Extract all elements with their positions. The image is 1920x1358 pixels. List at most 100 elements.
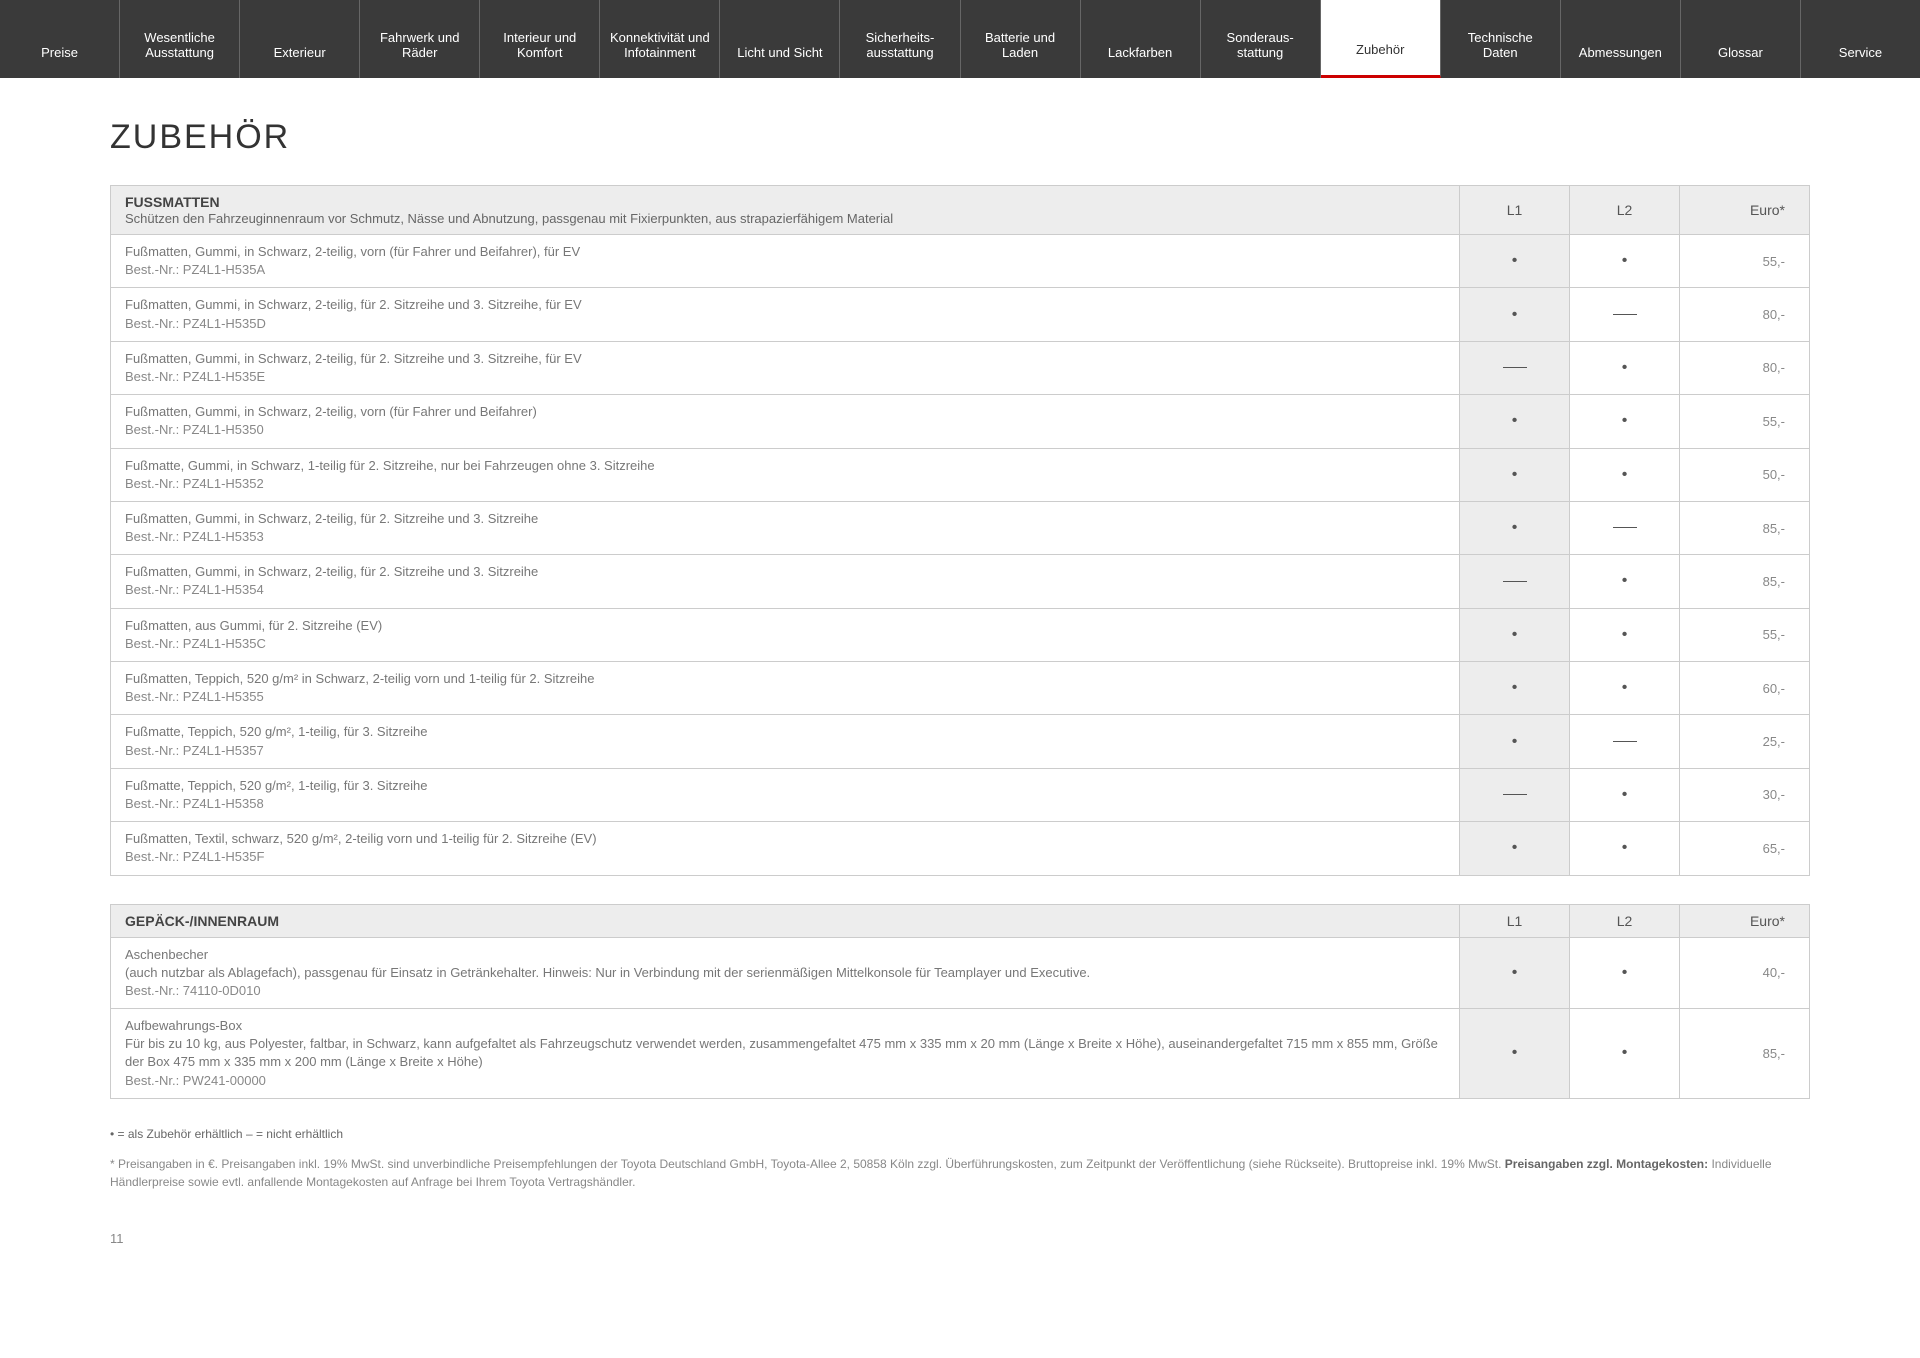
mark-cell bbox=[1570, 501, 1680, 554]
mark-cell bbox=[1570, 937, 1680, 1009]
table1-header-sub: Schützen den Fahrzeuginnenraum vor Schmu… bbox=[125, 211, 893, 226]
footnote-bold: Preisangaben zzgl. Montagekosten: bbox=[1505, 1157, 1708, 1171]
table-row: Fußmatten, Gummi, in Schwarz, 2-teilig, … bbox=[111, 288, 1810, 341]
mark-cell bbox=[1460, 715, 1570, 768]
table-row: Aufbewahrungs-BoxFür bis zu 10 kg, aus P… bbox=[111, 1009, 1810, 1099]
mark-cell bbox=[1570, 341, 1680, 394]
mark-cell bbox=[1460, 608, 1570, 661]
page-number: 11 bbox=[110, 1231, 1810, 1246]
mark-cell bbox=[1570, 822, 1680, 875]
desc-cell: Fußmatte, Gummi, in Schwarz, 1-teilig fü… bbox=[111, 448, 1460, 501]
mark-cell bbox=[1460, 768, 1570, 821]
table-row: Fußmatten, Gummi, in Schwarz, 2-teilig, … bbox=[111, 555, 1810, 608]
price-cell: 55,- bbox=[1680, 608, 1810, 661]
price-cell: 80,- bbox=[1680, 288, 1810, 341]
table-row: Fußmatte, Teppich, 520 g/m², 1-teilig, f… bbox=[111, 715, 1810, 768]
mark-cell bbox=[1460, 501, 1570, 554]
nav-item-11[interactable]: Zubehör bbox=[1321, 0, 1441, 78]
desc-cell: Fußmatten, Teppich, 520 g/m² in Schwarz,… bbox=[111, 662, 1460, 715]
mark-cell bbox=[1570, 662, 1680, 715]
table2-header-title: GEPÄCK-/INNENRAUM bbox=[125, 913, 1445, 929]
table-row: Fußmatten, Gummi, in Schwarz, 2-teilig, … bbox=[111, 395, 1810, 448]
table-row: Fußmatten, aus Gummi, für 2. Sitzreihe (… bbox=[111, 608, 1810, 661]
desc-cell: Fußmatten, Gummi, in Schwarz, 2-teilig, … bbox=[111, 501, 1460, 554]
page-title: ZUBEHÖR bbox=[110, 118, 1810, 157]
nav-item-12[interactable]: Technische Daten bbox=[1441, 0, 1561, 78]
table-row: Aschenbecher(auch nutzbar als Ablagefach… bbox=[111, 937, 1810, 1009]
col-l2: L2 bbox=[1570, 186, 1680, 235]
nav-item-0[interactable]: Preise bbox=[0, 0, 120, 78]
desc-cell: Fußmatten, Gummi, in Schwarz, 2-teilig, … bbox=[111, 395, 1460, 448]
mark-cell bbox=[1460, 395, 1570, 448]
desc-cell: Fußmatten, aus Gummi, für 2. Sitzreihe (… bbox=[111, 608, 1460, 661]
mark-cell bbox=[1460, 1009, 1570, 1099]
nav-item-9[interactable]: Lackfarben bbox=[1081, 0, 1201, 78]
price-cell: 40,- bbox=[1680, 937, 1810, 1009]
content: ZUBEHÖR FUSSMATTEN Schützen den Fahrzeug… bbox=[0, 78, 1920, 1276]
nav-item-13[interactable]: Abmessungen bbox=[1561, 0, 1681, 78]
nav-item-3[interactable]: Fahrwerk und Räder bbox=[360, 0, 480, 78]
table-row: Fußmatten, Textil, schwarz, 520 g/m², 2-… bbox=[111, 822, 1810, 875]
mark-cell bbox=[1570, 768, 1680, 821]
price-cell: 50,- bbox=[1680, 448, 1810, 501]
table-fussmatten: FUSSMATTEN Schützen den Fahrzeuginnenrau… bbox=[110, 185, 1810, 876]
nav-item-4[interactable]: Interieur und Komfort bbox=[480, 0, 600, 78]
desc-cell: Aschenbecher(auch nutzbar als Ablagefach… bbox=[111, 937, 1460, 1009]
mark-cell bbox=[1460, 288, 1570, 341]
mark-cell bbox=[1460, 662, 1570, 715]
table-row: Fußmatten, Teppich, 520 g/m² in Schwarz,… bbox=[111, 662, 1810, 715]
mark-cell bbox=[1570, 448, 1680, 501]
price-cell: 25,- bbox=[1680, 715, 1810, 768]
desc-cell: Fußmatte, Teppich, 520 g/m², 1-teilig, f… bbox=[111, 715, 1460, 768]
desc-cell: Aufbewahrungs-BoxFür bis zu 10 kg, aus P… bbox=[111, 1009, 1460, 1099]
desc-cell: Fußmatten, Gummi, in Schwarz, 2-teilig, … bbox=[111, 288, 1460, 341]
price-cell: 85,- bbox=[1680, 555, 1810, 608]
mark-cell bbox=[1460, 341, 1570, 394]
price-cell: 80,- bbox=[1680, 341, 1810, 394]
nav-item-7[interactable]: Sicherheits-ausstattung bbox=[840, 0, 960, 78]
nav-item-8[interactable]: Batterie und Laden bbox=[961, 0, 1081, 78]
table-row: Fußmatten, Gummi, in Schwarz, 2-teilig, … bbox=[111, 501, 1810, 554]
nav-item-6[interactable]: Licht und Sicht bbox=[720, 0, 840, 78]
col-l1: L1 bbox=[1460, 186, 1570, 235]
col-l1: L1 bbox=[1460, 904, 1570, 937]
table1-header-title: FUSSMATTEN bbox=[125, 194, 1445, 210]
mark-cell bbox=[1570, 715, 1680, 768]
mark-cell bbox=[1460, 555, 1570, 608]
price-cell: 85,- bbox=[1680, 501, 1810, 554]
nav-item-10[interactable]: Sonderaus-stattung bbox=[1201, 0, 1321, 78]
desc-cell: Fußmatten, Gummi, in Schwarz, 2-teilig, … bbox=[111, 341, 1460, 394]
price-cell: 60,- bbox=[1680, 662, 1810, 715]
nav-item-1[interactable]: Wesentliche Ausstattung bbox=[120, 0, 240, 78]
price-cell: 55,- bbox=[1680, 235, 1810, 288]
nav-item-14[interactable]: Glossar bbox=[1681, 0, 1801, 78]
desc-cell: Fußmatte, Teppich, 520 g/m², 1-teilig, f… bbox=[111, 768, 1460, 821]
nav-item-2[interactable]: Exterieur bbox=[240, 0, 360, 78]
col-l2: L2 bbox=[1570, 904, 1680, 937]
mark-cell bbox=[1460, 822, 1570, 875]
table-row: Fußmatten, Gummi, in Schwarz, 2-teilig, … bbox=[111, 341, 1810, 394]
price-cell: 55,- bbox=[1680, 395, 1810, 448]
nav-item-15[interactable]: Service bbox=[1801, 0, 1920, 78]
mark-cell bbox=[1570, 288, 1680, 341]
mark-cell bbox=[1460, 937, 1570, 1009]
mark-cell bbox=[1570, 608, 1680, 661]
price-cell: 65,- bbox=[1680, 822, 1810, 875]
table-row: Fußmatten, Gummi, in Schwarz, 2-teilig, … bbox=[111, 235, 1810, 288]
desc-cell: Fußmatten, Textil, schwarz, 520 g/m², 2-… bbox=[111, 822, 1460, 875]
price-cell: 30,- bbox=[1680, 768, 1810, 821]
footnote: * Preisangaben in €. Preisangaben inkl. … bbox=[110, 1155, 1810, 1191]
footnote-pre: * Preisangaben in €. Preisangaben inkl. … bbox=[110, 1157, 1505, 1171]
nav-item-5[interactable]: Konnektivität und Infotainment bbox=[600, 0, 720, 78]
mark-cell bbox=[1460, 235, 1570, 288]
mark-cell bbox=[1570, 235, 1680, 288]
desc-cell: Fußmatten, Gummi, in Schwarz, 2-teilig, … bbox=[111, 555, 1460, 608]
mark-cell bbox=[1570, 395, 1680, 448]
desc-cell: Fußmatten, Gummi, in Schwarz, 2-teilig, … bbox=[111, 235, 1460, 288]
table-row: Fußmatte, Gummi, in Schwarz, 1-teilig fü… bbox=[111, 448, 1810, 501]
mark-cell bbox=[1570, 1009, 1680, 1099]
col-euro: Euro* bbox=[1680, 904, 1810, 937]
col-euro: Euro* bbox=[1680, 186, 1810, 235]
mark-cell bbox=[1570, 555, 1680, 608]
nav-bar: PreiseWesentliche AusstattungExterieurFa… bbox=[0, 0, 1920, 78]
